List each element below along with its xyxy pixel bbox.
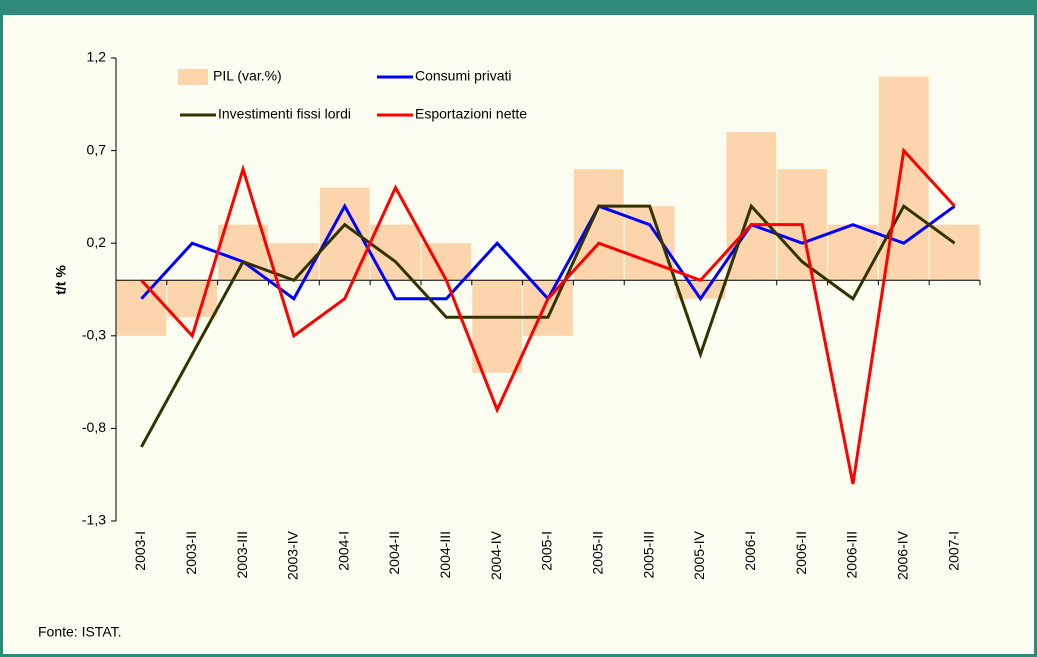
bar [929,224,980,281]
x-tick-label: 2003-IV [285,530,301,580]
x-tick-label: 2004-IV [488,530,504,580]
x-tick-label: 2006-II [793,531,809,575]
x-tick-label: 2005-I [539,531,555,571]
x-tick-label: 2007-I [945,531,961,571]
line [140,147,956,485]
bar [319,187,370,281]
bar [116,280,167,336]
x-tick-label: 2004-I [335,531,351,571]
y-tick-label: -1,3 [82,512,106,528]
x-tick-label: 2005-II [590,531,606,575]
legend-label: PIL (var.%) [213,68,282,84]
bar [523,280,573,336]
x-tick-label: 2003-II [183,531,199,575]
bar [218,224,268,281]
bar [878,76,929,281]
x-tick-label: 2006-I [742,531,758,571]
bar [828,224,878,281]
line [140,203,956,448]
legend-label: Investimenti fissi lordi [218,106,351,122]
x-tick-label: 2004-II [386,531,402,575]
y-tick-label: 0,7 [87,141,107,157]
x-tick-label: 2006-III [844,531,860,578]
y-axis-label: t/t % [53,265,69,295]
legend-label: Consumi privati [415,68,511,84]
legend-swatch [178,69,208,85]
y-tick-label: 0,2 [87,234,107,250]
y-tick-label: 1,2 [87,49,107,65]
x-tick-label: 2005-III [640,531,656,578]
source: Fonte: ISTAT. [38,624,122,640]
bar [167,280,218,318]
legend-label: Esportazioni nette [415,106,527,122]
y-tick-label: -0,3 [82,327,106,343]
x-tick-label: 2003-I [132,531,148,571]
x-tick-label: 2003-III [234,531,250,578]
y-tick-label: -0,8 [82,419,106,435]
bar [472,280,523,373]
x-tick-label: 2005-IV [691,530,707,580]
bar [675,280,726,299]
x-tick-label: 2004-III [437,531,453,578]
x-tick-label: 2006-IV [894,530,910,580]
bar [370,224,421,281]
